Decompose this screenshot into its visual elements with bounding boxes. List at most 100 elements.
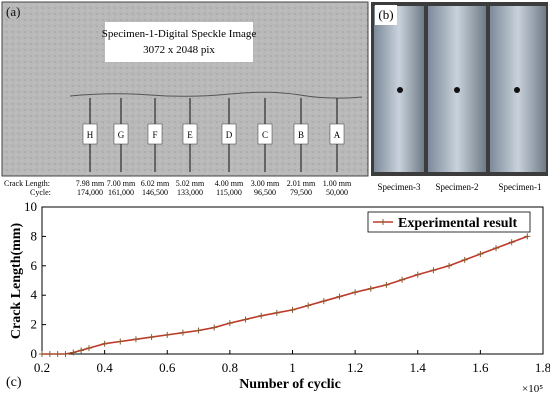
panel-a: (a) Specimen-1-Digital Speckle Image 307…	[1, 1, 369, 197]
legend-label: Experimental result	[398, 216, 517, 231]
hole	[397, 87, 403, 93]
crack-length: 4.00 mm	[215, 179, 244, 188]
marker-box	[257, 123, 273, 145]
cycle-count: 115,000	[216, 188, 242, 197]
crack-line	[69, 91, 363, 99]
cycle-count: 174,000	[77, 188, 103, 197]
marker-label: E	[187, 130, 193, 140]
marker-label: C	[262, 130, 268, 140]
y-tick-label: 0	[31, 346, 38, 361]
data-point	[132, 336, 139, 343]
data-point	[414, 271, 421, 278]
data-point	[273, 309, 280, 316]
specimen-label: Specimen-2	[436, 182, 479, 192]
crack-length: 7.00 mm	[107, 179, 136, 188]
y-tick-label: 4	[31, 287, 38, 302]
specimen-label: Specimen-3	[378, 182, 421, 192]
data-point	[383, 281, 390, 288]
data-point	[508, 239, 515, 246]
cycle-count: 146,500	[142, 188, 168, 197]
marker-label: F	[152, 130, 157, 140]
data-point	[46, 351, 53, 357]
image-title: Specimen-1-Digital Speckle Image	[102, 28, 257, 40]
x-axis-label: Number of cyclic	[239, 377, 341, 392]
panel-label: (a)	[6, 4, 20, 19]
x-tick-label: 1.8	[535, 360, 550, 375]
marker-box	[329, 123, 345, 145]
data-point	[336, 293, 343, 300]
data-point	[367, 285, 374, 292]
x-tick-label: 0.4	[97, 360, 114, 375]
panel-label: (b)	[378, 7, 393, 22]
data-point	[164, 331, 171, 338]
cycle-label: Cycle:	[30, 188, 51, 197]
data-point	[320, 298, 327, 305]
data-point	[117, 338, 124, 345]
marker-box	[221, 123, 237, 145]
x-tick-label: 1	[289, 360, 296, 375]
hole	[514, 87, 520, 93]
data-point	[430, 267, 437, 274]
label-box	[375, 5, 397, 25]
legend-box	[367, 211, 531, 233]
y-tick-label: 8	[31, 228, 38, 243]
data-point	[70, 349, 77, 356]
data-point	[54, 351, 61, 357]
y-tick-label: 10	[24, 199, 37, 214]
x-tick-label: 1.2	[347, 360, 363, 375]
marker-box	[182, 123, 198, 145]
y-tick-label: 2	[31, 317, 38, 332]
x-tick-label: 0.2	[34, 360, 50, 375]
x-tick-label: 0.8	[222, 360, 238, 375]
cycle-count: 161,000	[108, 188, 134, 197]
data-point	[85, 345, 92, 352]
y-axis-label: Crack Length(mm)	[9, 223, 24, 340]
crack-length: 2.01 mm	[287, 179, 316, 188]
data-point	[148, 334, 155, 341]
specimen-label: Specimen-1	[499, 182, 542, 192]
data-point	[493, 245, 500, 252]
x-multiplier: ×10⁵	[522, 383, 543, 395]
data-point	[461, 256, 468, 263]
marker-box	[82, 123, 98, 145]
crack-length: 1.00 mm	[323, 179, 352, 188]
marker-label: D	[226, 130, 233, 140]
data-point	[258, 312, 265, 319]
cycle-count: 50,000	[326, 188, 348, 197]
marker-box	[293, 123, 309, 145]
data-point	[399, 276, 406, 283]
hole	[454, 87, 460, 93]
legend-marker	[380, 219, 386, 225]
marker-box	[147, 123, 163, 145]
data-point	[446, 262, 453, 269]
y-tick-label: 6	[31, 258, 38, 273]
data-point	[226, 320, 233, 327]
data-point	[289, 306, 296, 313]
specimen-labels: Specimen-3 Specimen-2 Specimen-1	[378, 182, 542, 192]
crack-length-label: Crack Length:	[4, 179, 50, 188]
title-box	[105, 22, 253, 62]
panel-c: (c) Number of cyclic Crack Length(mm) ×1…	[6, 199, 550, 395]
data-point	[305, 302, 312, 309]
data-point	[39, 351, 45, 357]
data-point	[62, 351, 69, 357]
cycle-count: 79,500	[290, 188, 312, 197]
data-point	[195, 327, 202, 334]
cycle-count: 133,000	[177, 188, 203, 197]
data-point	[352, 289, 359, 296]
crack-length: 6.02 mm	[141, 179, 170, 188]
panel-label: (c)	[6, 375, 22, 390]
data-point	[179, 329, 186, 336]
crack-length: 7.98 mm	[76, 179, 105, 188]
x-tick-label: 1.6	[472, 360, 489, 375]
data-point	[242, 316, 249, 323]
marker-label: G	[118, 130, 125, 140]
data-point	[78, 347, 85, 354]
data-point	[211, 324, 218, 331]
x-tick-label: 0.6	[159, 360, 176, 375]
x-tick-label: 1.4	[410, 360, 427, 375]
data-point	[477, 251, 484, 258]
